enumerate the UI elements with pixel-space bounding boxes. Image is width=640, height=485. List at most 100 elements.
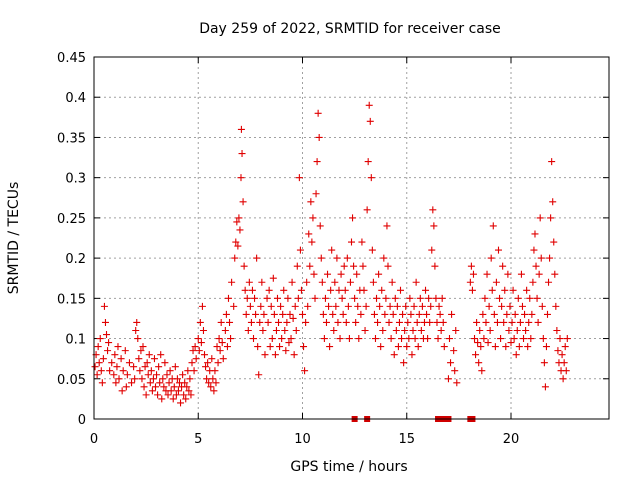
data-point [122,383,130,391]
data-point [425,294,433,302]
data-point [540,359,548,367]
data-point [395,318,403,326]
data-point [103,331,111,339]
data-point [367,174,375,182]
data-point [294,294,302,302]
data-point [357,310,365,318]
data-point [476,327,484,335]
y-tick-label: 0.15 [57,292,86,307]
data-point [444,375,452,383]
data-point [413,318,421,326]
data-point [156,379,164,387]
data-point [297,286,305,294]
data-point [512,351,520,359]
data-point [398,335,406,343]
data-point [479,310,487,318]
data-point [281,327,289,335]
data-point [508,318,516,326]
data-point [376,302,384,310]
data-point [562,367,570,375]
data-point [318,278,326,286]
data-point [360,286,368,294]
data-point [160,383,168,391]
data-point [117,355,125,363]
data-point [170,383,178,391]
data-point [362,302,370,310]
data-point [401,327,409,335]
data-point [177,399,185,407]
data-point [174,387,182,395]
data-point [509,286,517,294]
data-point [440,343,448,351]
data-point [345,335,353,343]
data-point [430,222,438,230]
data-point [409,327,417,335]
data-point [221,327,229,335]
data-point [155,363,163,371]
data-point [302,318,310,326]
data-point [379,327,387,335]
data-point [346,278,354,286]
data-point [284,294,292,302]
data-point [532,262,540,270]
data-point [159,375,167,383]
data-point [385,318,393,326]
tick-marks [93,56,609,420]
data-point [327,286,335,294]
data-point [209,375,217,383]
data-point [377,343,385,351]
data-point [432,294,440,302]
data-point [383,222,391,230]
data-point [375,270,383,278]
data-point [368,246,376,254]
data-point [496,294,504,302]
data-point [199,327,207,335]
data-point [258,278,266,286]
data-point [534,318,542,326]
data-point [335,286,343,294]
data-point [241,286,249,294]
data-point [260,310,268,318]
data-point [223,343,231,351]
data-point [334,318,342,326]
data-point [293,262,301,270]
data-point [316,222,324,230]
data-point [434,335,442,343]
data-point [98,379,106,387]
data-point [94,343,102,351]
data-point [326,343,334,351]
data-point [485,302,493,310]
data-point [387,335,395,343]
data-point [423,310,431,318]
data-point [527,335,535,343]
data-point [157,351,165,359]
data-point [140,383,148,391]
data-point [265,286,273,294]
data-point [551,270,559,278]
data-point [502,343,510,351]
data-point [106,367,114,375]
data-point [439,318,447,326]
data-point [100,302,108,310]
data-point [418,302,426,310]
data-point [276,343,284,351]
x-axis-label: GPS time / hours [290,459,407,475]
data-point [185,387,193,395]
data-point [389,310,397,318]
x-tick-label: 15 [398,432,415,447]
y-tick-label: 0.2 [65,252,86,267]
data-point [152,383,160,391]
data-point [396,286,404,294]
data-point [392,327,400,335]
data-point [305,230,313,238]
grid [94,57,609,419]
data-point [382,294,390,302]
data-point [402,302,410,310]
data-point [101,318,109,326]
data-point [520,335,528,343]
data-point [164,391,172,399]
data-point [181,379,189,387]
data-point [279,310,287,318]
data-point [272,327,280,335]
y-axis-label: SRMTID / TECUs [6,182,22,295]
